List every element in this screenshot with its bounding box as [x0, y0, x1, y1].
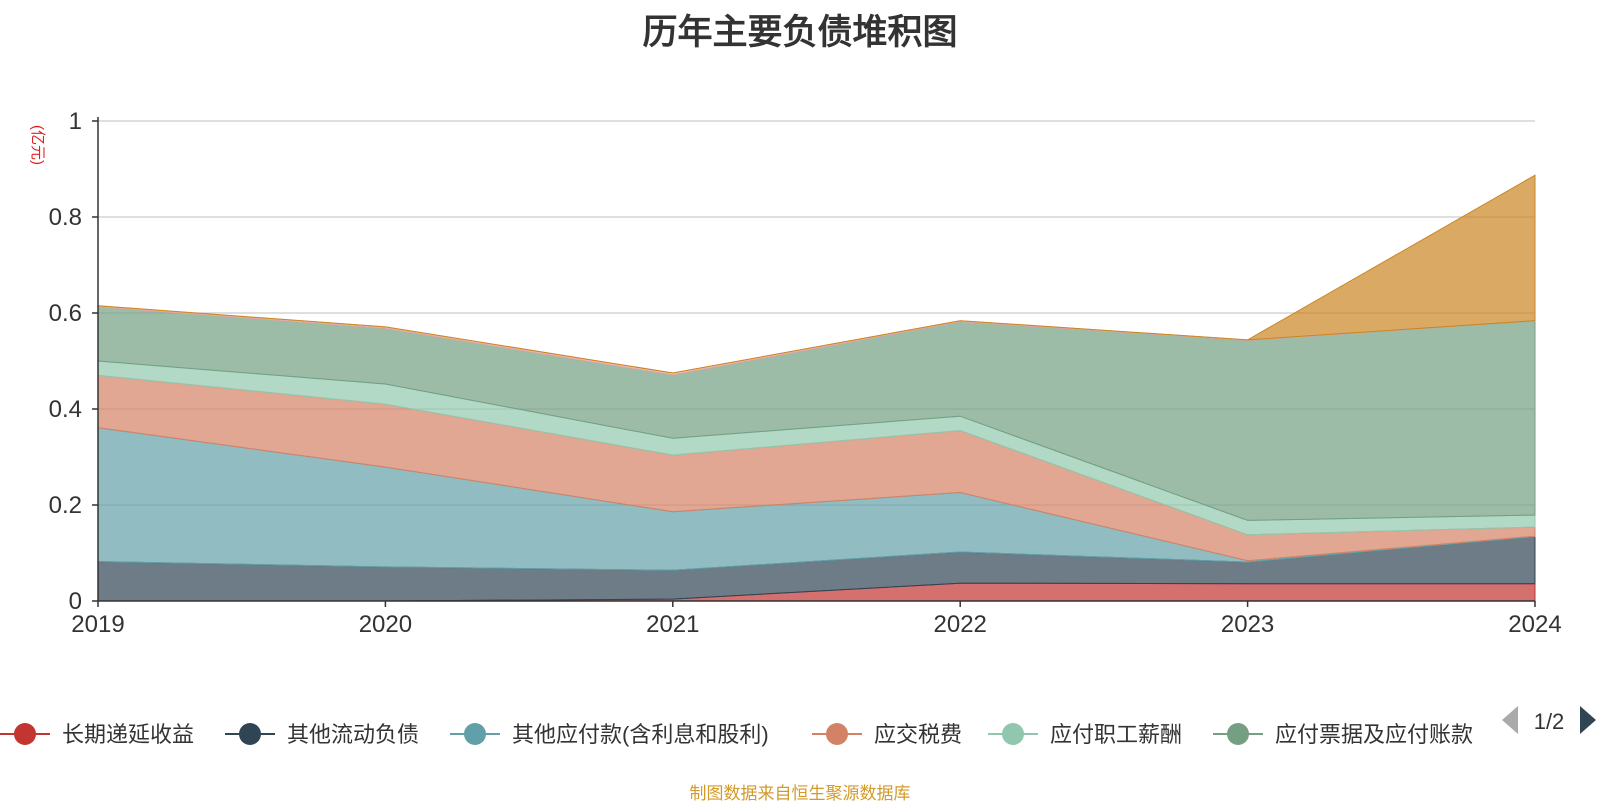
legend-label: 应交税费	[874, 722, 962, 747]
x-tick-label: 2022	[934, 611, 987, 638]
y-tick-label: 0.4	[49, 396, 82, 423]
y-tick-label: 1	[69, 108, 82, 135]
legend-item-4[interactable]: 应付职工薪酬	[988, 722, 1182, 747]
legend-next-arrow-icon[interactable]	[1580, 706, 1596, 734]
x-tick-label: 2020	[359, 611, 412, 638]
legend-item-0[interactable]: 长期递延收益	[0, 722, 194, 747]
legend-pager: 1/2	[1502, 706, 1596, 734]
legend-marker-icon	[239, 723, 261, 745]
legend-label: 应付职工薪酬	[1050, 722, 1182, 747]
chart-title: 历年主要负债堆积图	[642, 13, 958, 52]
y-axis-unit-label: (亿元)	[29, 125, 46, 165]
legend-marker-icon	[464, 723, 486, 745]
legend-prev-arrow-icon[interactable]	[1502, 706, 1518, 734]
legend-item-2[interactable]: 其他应付款(含利息和股利)	[450, 722, 769, 747]
legend-marker-icon	[1002, 723, 1024, 745]
area-series-7	[97, 174, 1536, 374]
y-tick-label: 0.8	[49, 204, 82, 231]
legend-label: 长期递延收益	[62, 722, 194, 747]
x-tick-label: 2023	[1221, 611, 1274, 638]
legend-marker-icon	[14, 723, 36, 745]
y-tick-label: 0.2	[49, 492, 82, 519]
area-series	[97, 174, 1536, 602]
legend-item-1[interactable]: 其他流动负债	[225, 722, 419, 747]
legend-label: 应付票据及应付账款	[1275, 722, 1473, 747]
legend-marker-icon	[826, 723, 848, 745]
y-tick-label: 0.6	[49, 300, 82, 327]
legend-page-indicator: 1/2	[1534, 709, 1565, 734]
x-tick-label: 2021	[646, 611, 699, 638]
y-tick-label: 0	[69, 588, 82, 615]
legend: 长期递延收益 其他流动负债 其他应付款(含利息和股利) 应交税费 应付职工薪酬 应付票据及…	[0, 722, 1473, 747]
axes: (亿元) 0 0.2 0.4 0.6 0.8 1 2019 2020 2021 2022 2023 2…	[29, 108, 1562, 638]
legend-marker-icon	[1227, 723, 1249, 745]
legend-label: 其他流动负债	[287, 722, 419, 747]
legend-item-3[interactable]: 应交税费	[812, 722, 962, 747]
legend-label: 其他应付款(含利息和股利)	[512, 722, 769, 747]
legend-item-5[interactable]: 应付票据及应付账款	[1213, 722, 1473, 747]
x-tick-label: 2019	[71, 611, 124, 638]
data-source-note: 制图数据来自恒生聚源数据库	[689, 784, 911, 803]
x-tick-label: 2024	[1508, 611, 1561, 638]
